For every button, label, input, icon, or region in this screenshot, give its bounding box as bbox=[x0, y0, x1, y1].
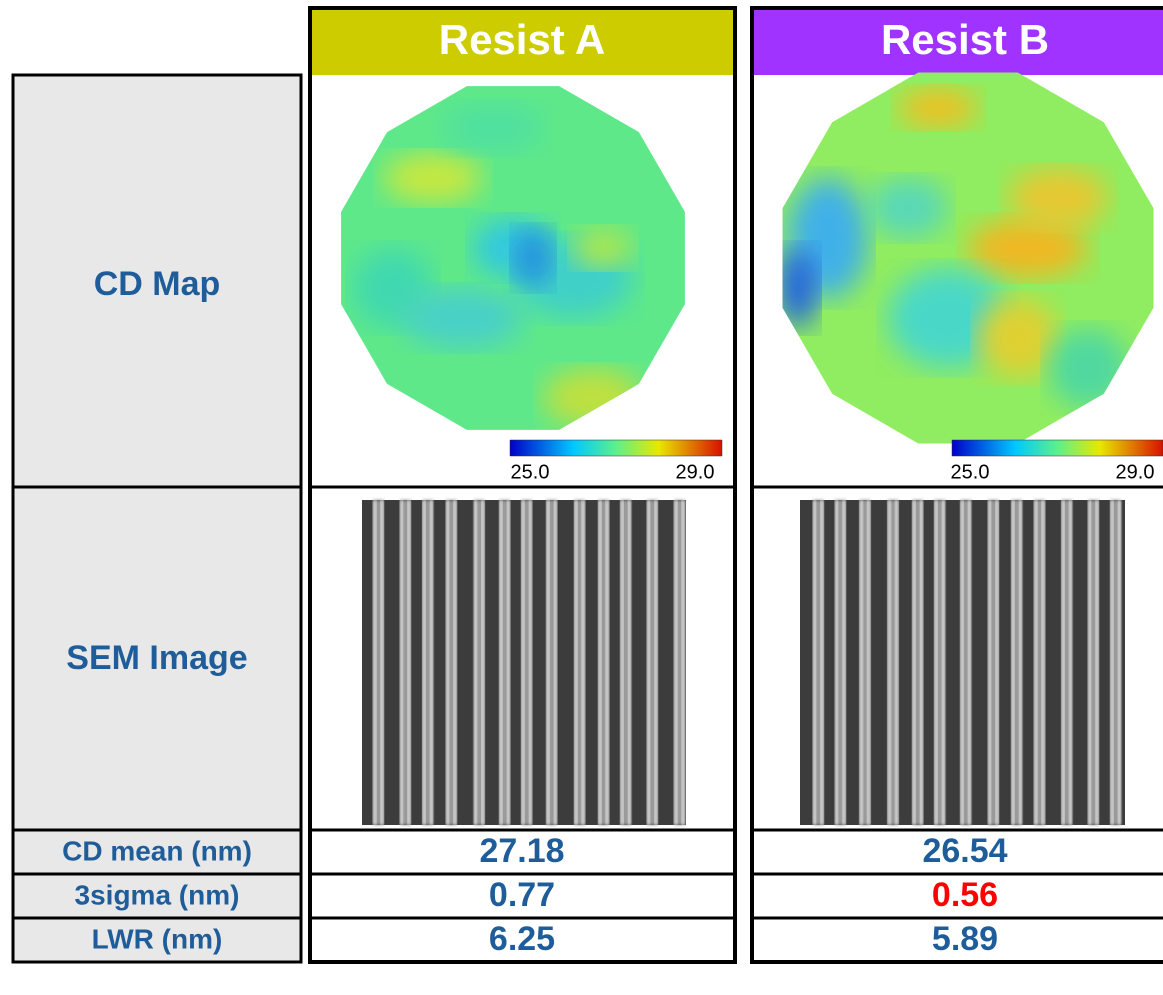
wafer-blob bbox=[403, 288, 523, 348]
sem-edge bbox=[628, 500, 631, 825]
wafer-blob bbox=[1048, 328, 1128, 408]
metric-value: 5.89 bbox=[932, 920, 998, 958]
sem-edge bbox=[920, 500, 923, 825]
sem-edge bbox=[546, 500, 549, 825]
comparison-table: CD Map SEM Image CD mean (nm) 3sigma (nm… bbox=[0, 0, 1163, 995]
colorbar bbox=[952, 440, 1163, 456]
wafer-blob bbox=[443, 103, 543, 153]
sem-edge bbox=[968, 500, 971, 825]
sem-edge bbox=[1096, 500, 1099, 825]
sem-edge bbox=[1110, 500, 1113, 825]
sem-edge bbox=[867, 500, 870, 825]
sem-edge bbox=[554, 500, 557, 825]
sem-edge bbox=[1042, 500, 1045, 825]
sem-edge bbox=[813, 500, 816, 825]
sem-edge bbox=[474, 500, 477, 825]
sem-edge bbox=[888, 500, 891, 825]
metric-value: 27.18 bbox=[479, 832, 564, 870]
sem-edge bbox=[507, 500, 510, 825]
sem-edge bbox=[606, 500, 609, 825]
wafer bbox=[773, 63, 1163, 453]
wafer-blob bbox=[778, 248, 818, 328]
sem-edge bbox=[446, 500, 449, 825]
sem-edge bbox=[481, 500, 484, 825]
colorbar-label: 25.0 bbox=[511, 461, 550, 483]
cd-map bbox=[333, 78, 693, 438]
sem-edge bbox=[655, 500, 658, 825]
label-column: CD Map SEM Image CD mean (nm) 3sigma (nm… bbox=[13, 75, 301, 962]
colorbar-label: 29.0 bbox=[1116, 461, 1155, 483]
wafer bbox=[333, 78, 693, 438]
sem-edge bbox=[843, 500, 846, 825]
metric-value: 0.77 bbox=[489, 876, 555, 914]
sem-edge bbox=[400, 500, 403, 825]
sem-edge bbox=[682, 500, 685, 825]
sem-edge bbox=[529, 500, 532, 825]
sem-edge bbox=[499, 500, 502, 825]
page: CD Map SEM Image CD mean (nm) 3sigma (nm… bbox=[0, 0, 1163, 995]
wafer-blob bbox=[513, 228, 553, 288]
sem-edge bbox=[408, 500, 411, 825]
sem-image bbox=[362, 500, 686, 825]
sem-edge bbox=[942, 500, 945, 825]
sem-edge bbox=[821, 500, 824, 825]
sem-edge bbox=[988, 500, 991, 825]
column-title: Resist B bbox=[881, 16, 1049, 63]
sem-edge bbox=[423, 500, 426, 825]
row-label: LWR (nm) bbox=[92, 923, 223, 954]
sem-edge bbox=[621, 500, 624, 825]
sem-edge bbox=[1019, 500, 1022, 825]
row-label: CD mean (nm) bbox=[62, 835, 252, 866]
wafer-blob bbox=[898, 88, 978, 128]
sem-edge bbox=[381, 500, 384, 825]
sem-edge bbox=[1069, 500, 1072, 825]
sem-edge bbox=[961, 500, 964, 825]
resist-a-column: Resist A 25.0 29.0 27.18 0.77 6.25 bbox=[310, 8, 735, 962]
wafer-blob bbox=[543, 368, 643, 428]
sem-edge bbox=[860, 500, 863, 825]
sem-edge bbox=[912, 500, 915, 825]
sem-edge bbox=[895, 500, 898, 825]
metric-value: 26.54 bbox=[922, 832, 1007, 870]
sem-edge bbox=[1088, 500, 1091, 825]
cd-map bbox=[773, 63, 1163, 453]
sem-edge bbox=[674, 500, 677, 825]
wafer-blob bbox=[978, 298, 1058, 378]
sem-edge bbox=[598, 500, 601, 825]
row-label: SEM Image bbox=[66, 639, 247, 677]
colorbar-label: 25.0 bbox=[951, 461, 990, 483]
row-label: CD Map bbox=[94, 265, 221, 303]
sem-edge bbox=[835, 500, 838, 825]
wafer-blob bbox=[573, 228, 633, 268]
sem-edge bbox=[521, 500, 524, 825]
sem-edge bbox=[1118, 500, 1121, 825]
sem-edge bbox=[1062, 500, 1065, 825]
sem-edge bbox=[934, 500, 937, 825]
colorbar-label: 29.0 bbox=[676, 461, 715, 483]
sem-edge bbox=[647, 500, 650, 825]
wafer-blob bbox=[383, 153, 483, 203]
row-label: 3sigma (nm) bbox=[75, 879, 240, 910]
sem-edge bbox=[430, 500, 433, 825]
sem-edge bbox=[454, 500, 457, 825]
sem-edge bbox=[373, 500, 376, 825]
sem-edge bbox=[996, 500, 999, 825]
wafer-blob bbox=[868, 178, 948, 238]
sem-edge bbox=[1034, 500, 1037, 825]
metric-value: 0.56 bbox=[932, 876, 998, 914]
resist-b-column: Resist B 25.0 29.0 26.54 0.56 5.89 bbox=[752, 8, 1163, 962]
sem-edge bbox=[574, 500, 577, 825]
sem-edge bbox=[582, 500, 585, 825]
metric-value: 6.25 bbox=[489, 920, 555, 958]
wafer-blob bbox=[1008, 168, 1108, 228]
sem-image bbox=[800, 500, 1125, 825]
column-title: Resist A bbox=[439, 16, 606, 63]
sem-edge bbox=[1011, 500, 1014, 825]
colorbar bbox=[510, 440, 722, 456]
